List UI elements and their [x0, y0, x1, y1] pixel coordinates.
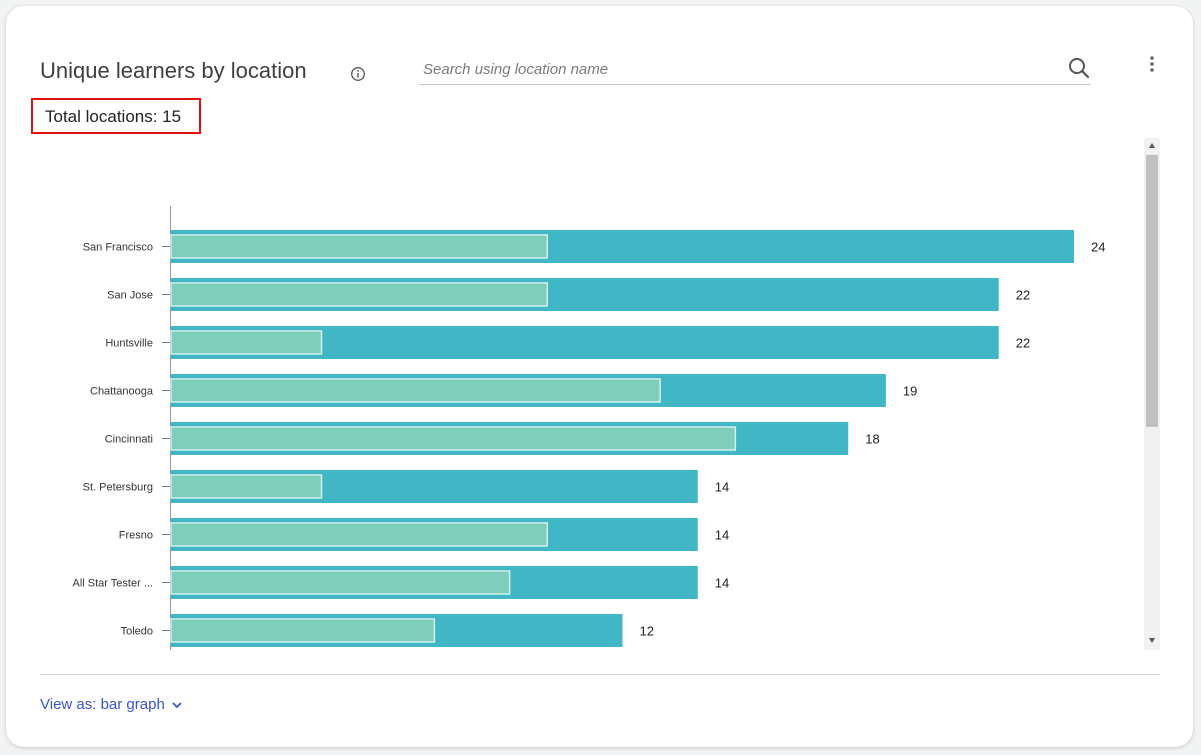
bar-inner: [170, 522, 548, 547]
info-icon[interactable]: [350, 66, 366, 82]
search-bar: [419, 54, 1091, 85]
category-label: Huntsville: [105, 338, 153, 350]
category-label: St. Petersburg: [83, 482, 153, 494]
scroll-thumb[interactable]: [1146, 155, 1158, 427]
bar-inner: [170, 234, 548, 259]
bar-inner: [170, 378, 661, 403]
bar-inner: [170, 330, 323, 355]
learners-by-location-card: Unique learners by location Total locati…: [6, 6, 1193, 747]
category-label: Cincinnati: [105, 434, 153, 446]
scroll-up-arrow-icon[interactable]: [1149, 143, 1155, 148]
bar-value-label: 14: [715, 528, 729, 543]
search-input[interactable]: [423, 58, 1043, 80]
bar-inner: [170, 618, 436, 643]
total-locations-badge: Total locations: 15: [31, 98, 201, 134]
bar-value-label: 18: [865, 432, 879, 447]
bar-value-label: 22: [1016, 288, 1030, 303]
bar-chart-svg: San Francisco 24 San Jose 22 Huntsville 22 Cha…: [73, 206, 1105, 650]
bar-value-label: 12: [640, 624, 654, 639]
category-label: San Francisco: [83, 242, 153, 254]
category-label: Toledo: [121, 626, 153, 638]
scroll-down-arrow-icon[interactable]: [1149, 638, 1155, 643]
search-icon[interactable]: [1067, 56, 1091, 80]
category-label: Fresno: [119, 530, 153, 542]
footer-divider: [40, 674, 1160, 675]
category-label: Chattanooga: [90, 386, 154, 398]
bar-value-label: 14: [715, 480, 729, 495]
bar-inner: [170, 426, 737, 451]
total-locations-text: Total locations: 15: [45, 107, 182, 126]
bar-value-label: 14: [715, 576, 729, 591]
bar-inner: [170, 570, 511, 595]
more-vertical-icon[interactable]: [1142, 54, 1162, 74]
view-as-dropdown[interactable]: View as: bar graph: [40, 696, 183, 713]
category-label: San Jose: [107, 290, 153, 302]
card-title: Unique learners by location: [40, 58, 307, 83]
chart-scrollbar[interactable]: [1144, 138, 1160, 650]
chevron-down-icon: [172, 702, 182, 709]
bar-inner: [170, 282, 548, 307]
bar-inner: [170, 474, 323, 499]
bar-chart: San Francisco 24 San Jose 22 Huntsville 22 Cha…: [40, 138, 1160, 650]
category-label: All Star Tester ...: [73, 578, 154, 590]
bar-value-label: 24: [1091, 240, 1105, 255]
bar-value-label: 19: [903, 384, 917, 399]
view-as-label: View as: bar graph: [40, 696, 165, 713]
bar-value-label: 22: [1016, 336, 1030, 351]
